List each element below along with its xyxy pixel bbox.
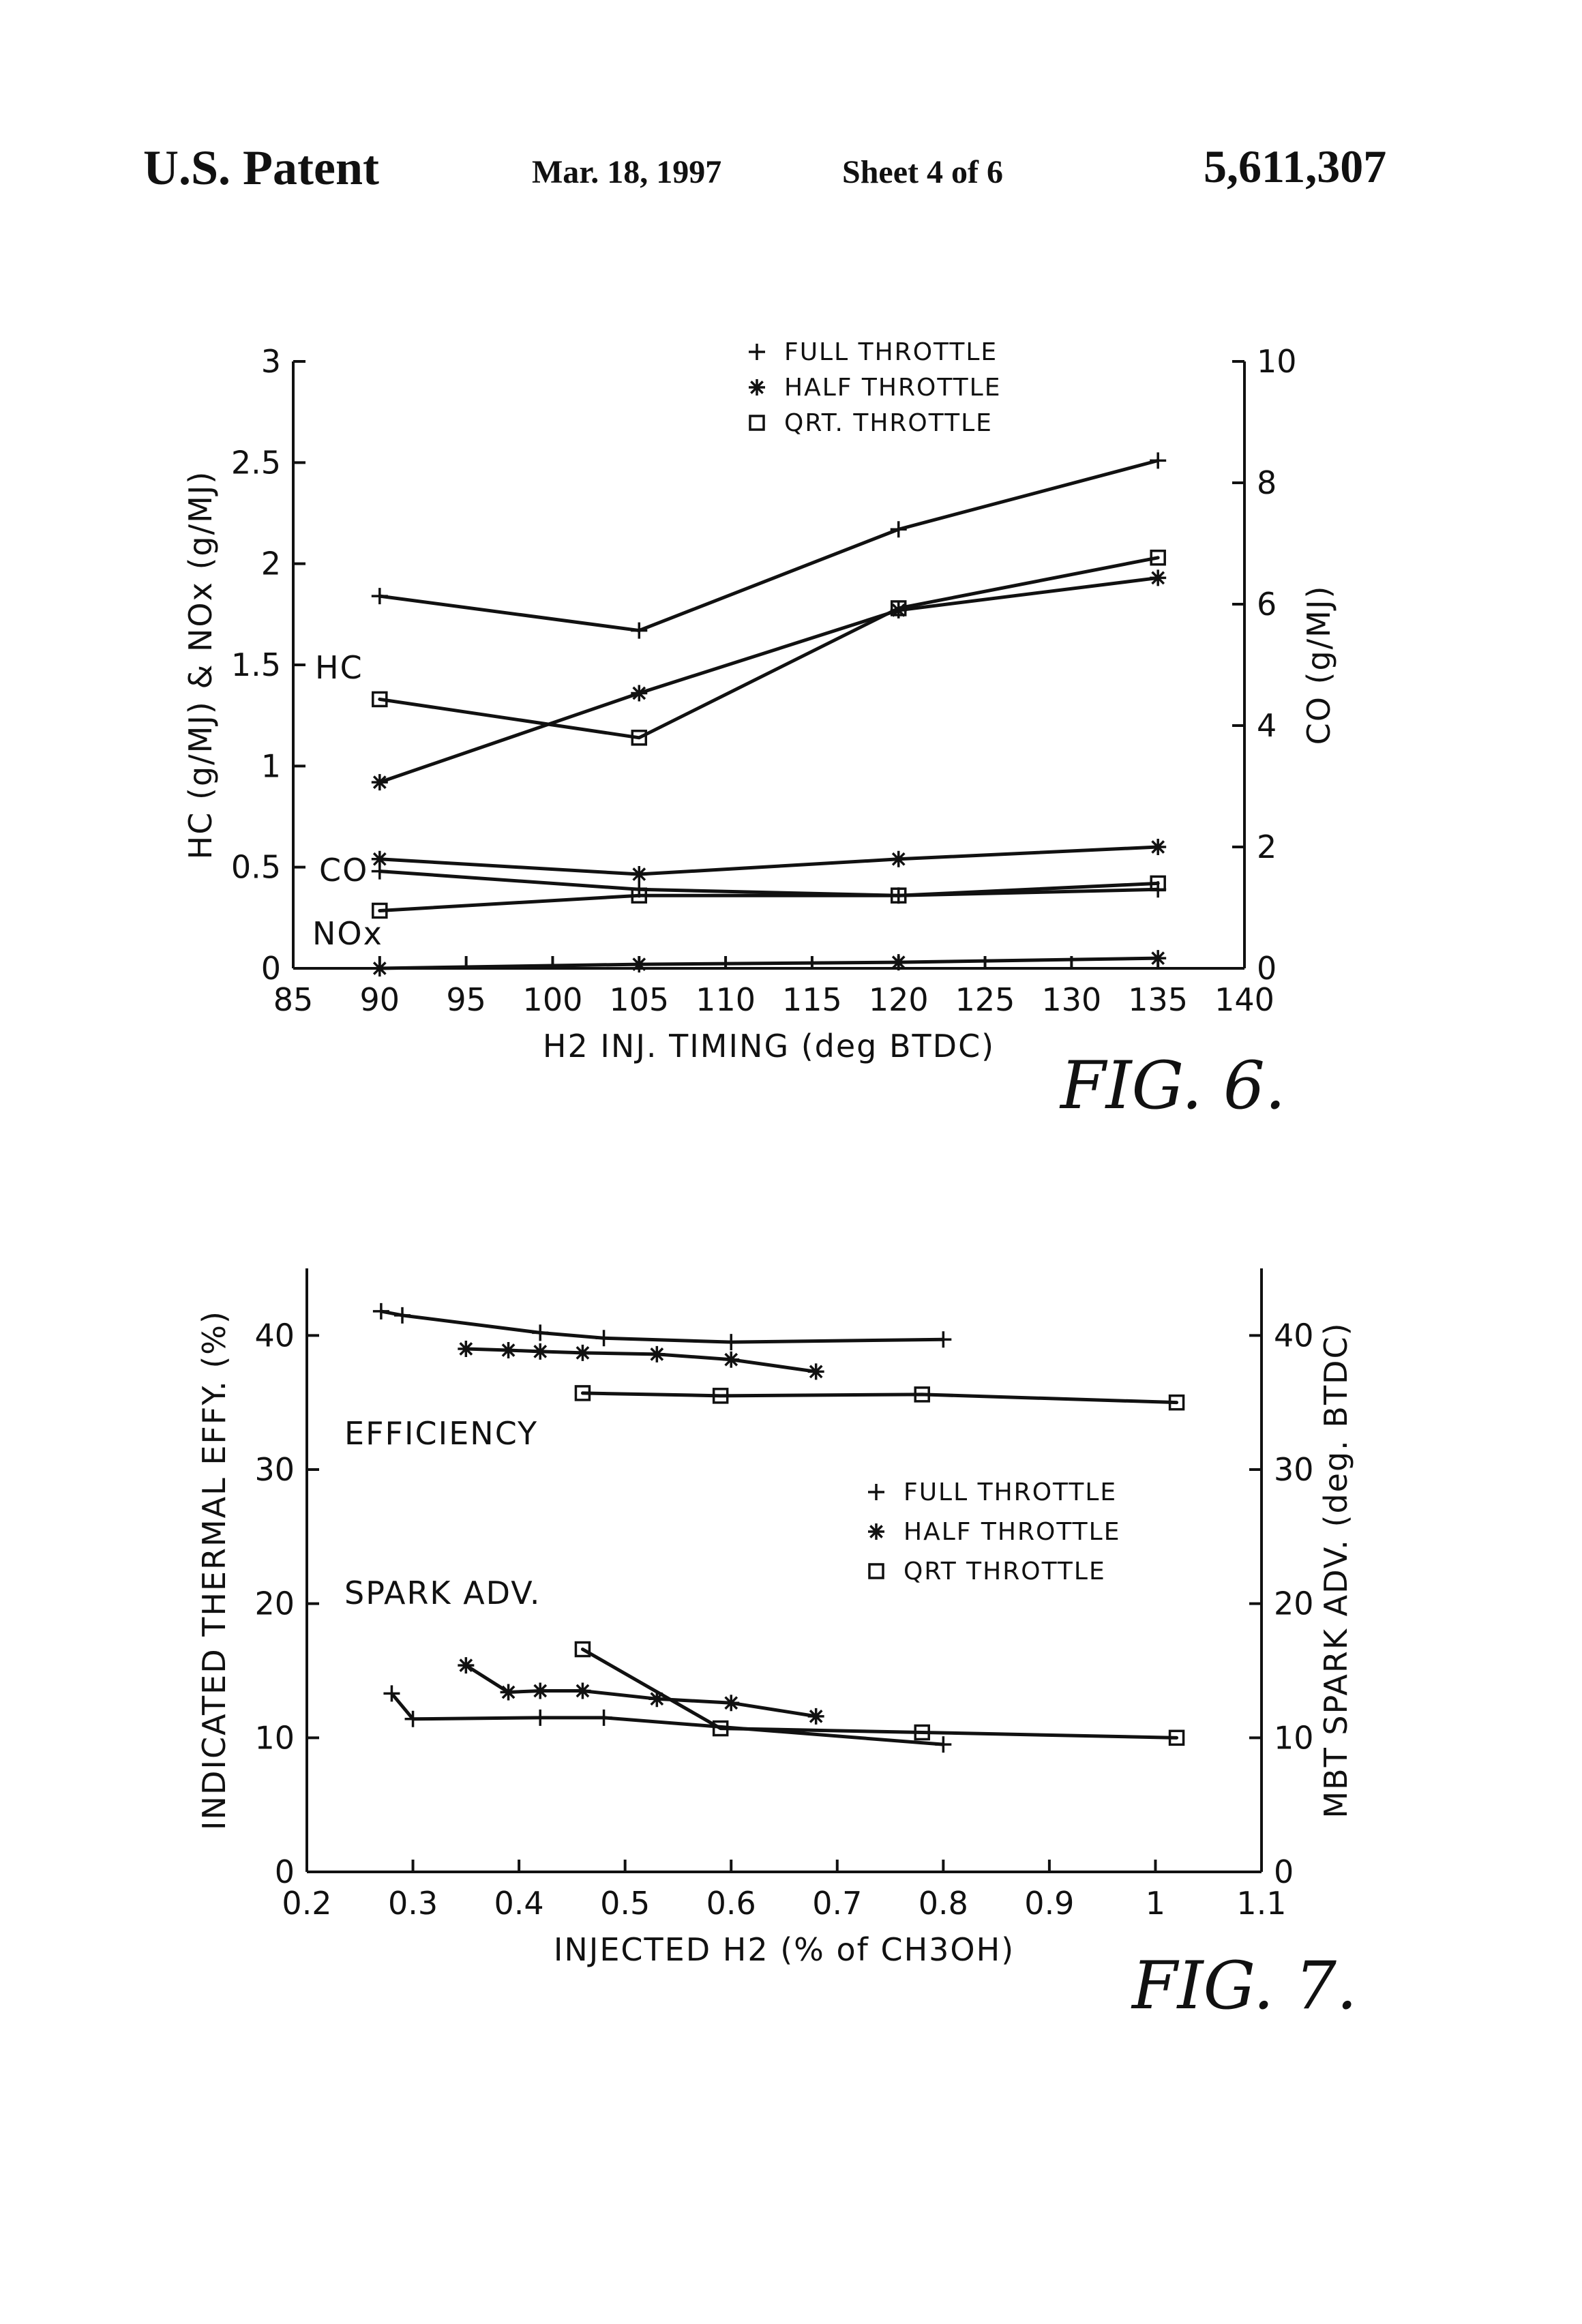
x-tick-label: 0.3 <box>388 1885 438 1922</box>
point-marker-plus <box>596 1330 612 1346</box>
x-tick-label: 0.4 <box>494 1885 544 1922</box>
point-marker-asterisk <box>501 1684 517 1700</box>
x-tick-label: 1 <box>1146 1885 1165 1922</box>
y-tick-label-left: 10 <box>254 1719 295 1756</box>
figure-label: FIG. 7. <box>1131 1948 1357 2024</box>
series-spark-adv-asterisk <box>458 1657 824 1725</box>
y-tick-label-right: 20 <box>1274 1585 1314 1622</box>
point-marker-asterisk <box>808 1708 824 1725</box>
series-line <box>582 1393 1176 1403</box>
legend-label: QRT THROTTLE <box>904 1558 1106 1585</box>
point-marker-plus <box>373 1303 389 1320</box>
legend-marker-square <box>869 1564 883 1578</box>
series-line <box>466 1349 816 1371</box>
y-tick-label-left: 0 <box>275 1853 295 1890</box>
x-tick-label: 0.7 <box>812 1885 862 1922</box>
annotation-efficiency: EFFICIENCY <box>344 1415 538 1452</box>
point-marker-asterisk <box>532 1343 548 1360</box>
point-marker-plus <box>723 1334 739 1350</box>
series-efficiency-asterisk <box>458 1341 824 1380</box>
y-tick-label-right: 0 <box>1274 1853 1294 1890</box>
point-marker-plus <box>596 1710 612 1726</box>
point-marker-asterisk <box>458 1341 474 1357</box>
series-efficiency-plus <box>373 1303 951 1350</box>
x-axis-title: INJECTED H2 (% of CH3OH) <box>554 1931 1015 1968</box>
y-tick-label-right: 10 <box>1274 1719 1314 1756</box>
point-marker-asterisk <box>648 1346 665 1362</box>
point-marker-asterisk <box>723 1695 739 1711</box>
x-tick-label: 0.9 <box>1024 1885 1074 1922</box>
y-axis-title-left: INDICATED THERMAL EFFY. (%) <box>196 1310 233 1830</box>
series-efficiency-square <box>576 1386 1183 1410</box>
point-marker-plus <box>935 1736 951 1753</box>
point-marker-asterisk <box>458 1657 474 1673</box>
y-tick-label-left: 20 <box>254 1585 295 1622</box>
point-marker-asterisk <box>574 1683 591 1699</box>
x-tick-label: 0.6 <box>706 1885 756 1922</box>
point-marker-asterisk <box>808 1363 824 1380</box>
point-marker-asterisk <box>723 1352 739 1368</box>
point-marker-plus <box>394 1307 411 1324</box>
x-tick-label: 0.5 <box>600 1885 650 1922</box>
point-marker-plus <box>935 1331 951 1347</box>
x-tick-label: 0.2 <box>282 1885 331 1922</box>
legend-marker-asterisk <box>868 1523 884 1540</box>
y-tick-label-right: 40 <box>1274 1317 1314 1354</box>
y-tick-label-left: 30 <box>254 1451 295 1488</box>
series-line <box>466 1665 816 1716</box>
point-marker-plus <box>532 1324 548 1341</box>
legend-marker-plus <box>868 1484 884 1500</box>
x-tick-label: 1.1 <box>1236 1885 1286 1922</box>
y-tick-label-left: 40 <box>254 1317 295 1354</box>
series-line <box>381 1311 943 1342</box>
y-tick-label-right: 30 <box>1274 1451 1314 1488</box>
x-tick-label: 0.8 <box>919 1885 968 1922</box>
point-marker-asterisk <box>532 1683 548 1699</box>
series-spark-adv-plus <box>383 1685 951 1753</box>
point-marker-asterisk <box>501 1342 517 1358</box>
point-marker-plus <box>532 1710 548 1726</box>
series-spark-adv-square <box>576 1643 1183 1745</box>
annotation-spark-adv: SPARK ADV. <box>344 1575 541 1611</box>
point-marker-asterisk <box>574 1345 591 1361</box>
y-axis-title-right: MBT SPARK ADV. (deg. BTDC) <box>1317 1322 1354 1818</box>
legend-label: HALF THROTTLE <box>904 1518 1120 1546</box>
legend-label: FULL THROTTLE <box>904 1478 1117 1506</box>
